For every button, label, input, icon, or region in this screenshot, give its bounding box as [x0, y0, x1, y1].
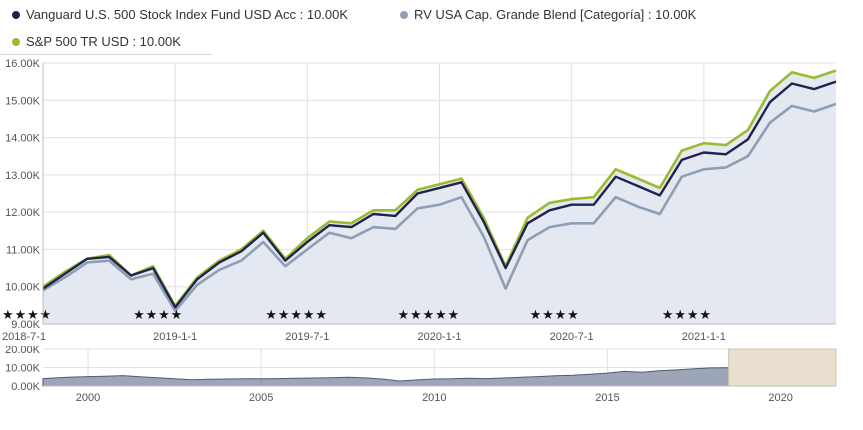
navigator-selection[interactable] — [728, 348, 837, 387]
navigator-selection-window — [728, 348, 837, 387]
y-tick-label: 10.00K — [5, 282, 41, 294]
rating-star: ★ — [2, 307, 14, 322]
x-tick-label: 2020-1-1 — [417, 331, 461, 343]
x-tick-label: 2018-7-1 — [2, 331, 46, 343]
rating-star: ★ — [435, 307, 447, 322]
nav-x-tick-label: 2020 — [768, 392, 792, 404]
navigator-x-axis: 2000 2005 2010 2015 2020 — [43, 385, 836, 404]
rating-star: ★ — [146, 307, 158, 322]
main-chart[interactable]: ★ ★ ★ ★ ★ ★ ★ ★ ★ ★ ★ ★ ★ ★ ★ ★ ★ ★ ★ ★ ★ ★ ★ ★ ★ ★ 9.00K10.00K11… — [0, 56, 863, 404]
rating-star: ★ — [448, 307, 460, 322]
rating-star: ★ — [423, 307, 435, 322]
main-x-axis: 2018-7-1 2019-1-1 2019-7-1 2020-1-1 2020-7-1… — [2, 323, 836, 343]
x-tick-label: 2019-1-1 — [153, 331, 197, 343]
y-tick-label: 12.00K — [5, 207, 41, 219]
legend-label-vanguard: Vanguard U.S. 500 Stock Index Fund USD A… — [26, 7, 349, 22]
rating-star: ★ — [315, 307, 327, 322]
rating-star: ★ — [542, 307, 554, 322]
x-tick-label: 2020-7-1 — [550, 331, 594, 343]
rating-star: ★ — [265, 307, 277, 322]
y-tick-label: 16.00K — [5, 58, 41, 70]
y-tick-label: 11.00K — [6, 244, 41, 256]
series-line-category — [42, 102, 837, 313]
rating-star: ★ — [303, 307, 315, 322]
rating-star: ★ — [687, 307, 699, 322]
legend-item-vanguard[interactable]: Vanguard U.S. 500 Stock Index Fund USD A… — [12, 7, 348, 22]
legend-divider — [0, 54, 212, 55]
rating-star: ★ — [133, 307, 145, 322]
rating-star: ★ — [278, 307, 290, 322]
navigator-chart[interactable]: 0.00K 10.00K 20.00K 2000 2005 2010 2015 2020 — [0, 346, 863, 408]
navigator-area — [42, 356, 837, 387]
rating-stars: ★ ★ ★ ★ ★ ★ ★ ★ ★ ★ ★ ★ ★ ★ ★ ★ ★ ★ ★ ★ ★ ★ ★ ★ ★ ★ — [2, 307, 711, 322]
series-line-vanguard — [42, 80, 837, 309]
nav-y-tick-label: 0.00K — [11, 381, 40, 393]
nav-x-tick-label: 2005 — [249, 392, 273, 404]
rating-star: ★ — [674, 307, 686, 322]
rating-star: ★ — [567, 307, 579, 322]
rating-star: ★ — [555, 307, 567, 322]
nav-x-tick-label: 2010 — [422, 392, 446, 404]
rating-star: ★ — [290, 307, 302, 322]
navigator-y-axis: 0.00K 10.00K 20.00K — [5, 346, 41, 393]
rating-star: ★ — [530, 307, 542, 322]
y-tick-label: 9.00K — [11, 319, 40, 331]
y-tick-label: 14.00K — [5, 133, 41, 145]
rating-star: ★ — [699, 307, 711, 322]
legend-marker-category — [400, 10, 408, 19]
rating-star: ★ — [15, 307, 27, 322]
nav-x-tick-label: 2015 — [595, 392, 619, 404]
rating-star: ★ — [171, 307, 183, 322]
rating-star: ★ — [410, 307, 422, 322]
rating-star: ★ — [662, 307, 674, 322]
nav-y-tick-label: 10.00K — [5, 363, 41, 375]
rating-star: ★ — [398, 307, 410, 322]
nav-y-tick-label: 20.00K — [5, 346, 41, 356]
main-series-lines — [42, 69, 837, 313]
legend-marker-vanguard — [12, 10, 20, 19]
x-tick-label: 2021-1-1 — [682, 331, 726, 343]
main-y-axis: 9.00K 10.00K 11.00K 12.00K 13.00K 14.00K 15.00… — [5, 58, 44, 331]
legend-marker-sp500 — [12, 37, 20, 46]
legend-item-category[interactable]: RV USA Cap. Grande Blend [Categoría] : 1… — [400, 7, 696, 22]
navigator-area-path — [42, 356, 837, 387]
rating-star: ★ — [27, 307, 39, 322]
nav-x-tick-label: 2000 — [76, 392, 100, 404]
rating-star: ★ — [40, 307, 52, 322]
legend-label-category: RV USA Cap. Grande Blend [Categoría] : 1… — [414, 7, 697, 22]
x-tick-label: 2019-7-1 — [285, 331, 329, 343]
rating-star: ★ — [158, 307, 170, 322]
legend-label-sp500: S&P 500 TR USD : 10.00K — [26, 34, 181, 49]
legend-item-sp500[interactable]: S&P 500 TR USD : 10.00K — [12, 34, 181, 49]
y-tick-label: 13.00K — [5, 170, 41, 182]
legend: Vanguard U.S. 500 Stock Index Fund USD A… — [0, 0, 863, 56]
y-tick-label: 15.00K — [5, 95, 41, 107]
